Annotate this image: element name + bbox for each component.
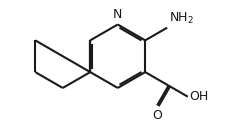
Text: N: N — [112, 8, 122, 21]
Text: NH$_2$: NH$_2$ — [168, 11, 193, 26]
Text: O: O — [152, 109, 161, 122]
Text: OH: OH — [188, 90, 208, 103]
